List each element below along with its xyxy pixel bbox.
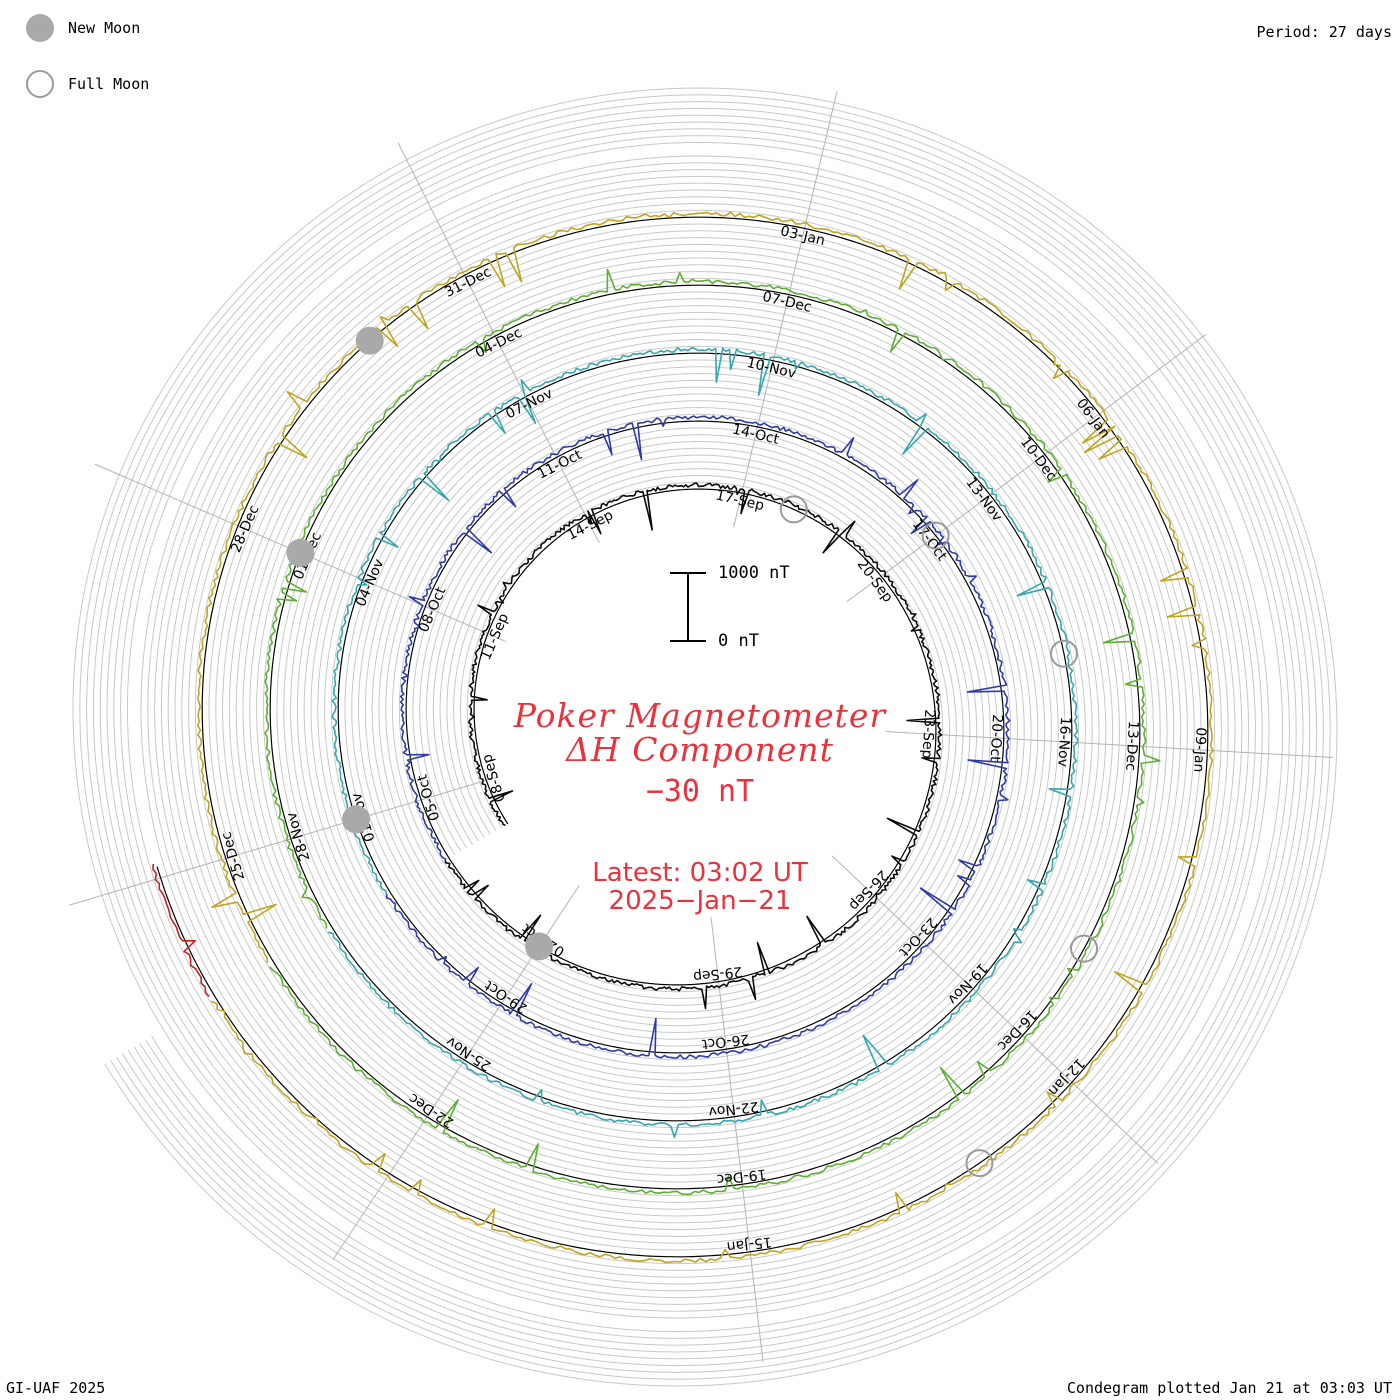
grid-spiral [79, 94, 1331, 1380]
date-tick-label: 19-Nov [944, 960, 990, 1008]
date-tick-label: 17-Sep [714, 487, 766, 514]
radial-spokes [68, 91, 1333, 1362]
date-tick-label: 22-Nov [708, 1098, 760, 1120]
chart-subtitle: ΔH Component [566, 730, 834, 769]
full-moon-marker [921, 521, 950, 550]
legend-full-moon: Full Moon [26, 70, 149, 98]
baseline-spiral [156, 216, 1209, 1258]
radial-spoke [831, 855, 1159, 1164]
credit-label: GI-UAF 2025 [6, 1379, 106, 1397]
grid-spiral [126, 141, 1284, 1333]
grid-spiral [86, 101, 1324, 1373]
date-tick-label: 07-Nov [503, 386, 555, 423]
full-moon-marker [779, 495, 808, 524]
grid-spiral [113, 128, 1297, 1346]
trace-segment-1 [444, 482, 943, 1010]
trace-segment-2 [385, 415, 1011, 1060]
baseline-spiral-line [156, 216, 1209, 1258]
date-tick-label: 13-Dec [1122, 720, 1141, 771]
plotted-timestamp: Condegram plotted Jan 21 at 03:03 UT [1066, 1379, 1392, 1397]
radial-spoke [846, 333, 1207, 603]
radial-spoke [397, 142, 600, 544]
period-label: Period: 27 days [1256, 23, 1392, 41]
date-tick-label: 16-Nov [1054, 716, 1073, 767]
new-moon-marker [355, 326, 384, 355]
trace-segment-6 [152, 863, 210, 998]
new-moon-label: New Moon [68, 19, 141, 37]
date-tick-label: 19-Dec [716, 1165, 767, 1187]
latest-date: 2025−Jan−21 [608, 886, 792, 916]
grid-spiral [120, 135, 1290, 1339]
new-moon-marker [286, 538, 315, 567]
date-tick-label: 11-Sep [478, 611, 512, 663]
new-moon-marker [525, 932, 554, 961]
legend-new-moon: New Moon [26, 14, 140, 42]
date-tick-label: 29-Sep [692, 963, 743, 985]
trace-segment-4 [264, 268, 1161, 1196]
grid-spiral [72, 87, 1338, 1387]
latest-time: Latest: 03:02 UT [592, 858, 808, 888]
radial-spoke [710, 916, 764, 1362]
scale-bar [670, 572, 706, 642]
trace-segment-5 [196, 211, 1214, 1264]
radial-spoke [733, 91, 838, 528]
data-traces [152, 211, 1214, 1264]
date-tick-label: 10-Dec [1017, 434, 1060, 484]
date-tick-label: 28-Dec [228, 503, 262, 555]
new-moon-marker [342, 805, 371, 834]
date-tick-label: 23-Sep [918, 709, 937, 759]
date-tick-label: 15-Jan [726, 1233, 773, 1254]
grid-spiral [99, 114, 1311, 1360]
date-tick-label: 14-Sep [565, 507, 616, 543]
date-tick-label: 26-Oct [701, 1030, 751, 1051]
baseline-offset: −30 nT [645, 774, 755, 809]
full-moon-icon [26, 70, 54, 98]
grid-spiral [106, 121, 1304, 1353]
grid-spiral [92, 107, 1318, 1367]
date-tick-label: 20-Oct [986, 714, 1005, 763]
spiral-grid [72, 87, 1338, 1387]
chart-title: Poker Magnetometer [513, 696, 887, 735]
radial-spoke [885, 731, 1333, 759]
radial-spoke [68, 776, 499, 906]
date-tick-label: 04-Nov [353, 557, 388, 609]
scale-bottom-label: 0 nT [718, 631, 759, 651]
full-moon-marker [965, 1149, 994, 1178]
scale-top-label: 1000 nT [718, 563, 790, 583]
date-tick-label: 13-Nov [962, 475, 1005, 525]
full-moon-marker [1049, 639, 1078, 668]
trace-segment-3 [327, 346, 1079, 1139]
date-tick-label: 09-Jan [1190, 727, 1209, 773]
full-moon-label: Full Moon [68, 75, 150, 93]
full-moon-marker [1070, 934, 1099, 963]
moon-markers [286, 326, 1099, 1178]
new-moon-icon [26, 14, 54, 42]
